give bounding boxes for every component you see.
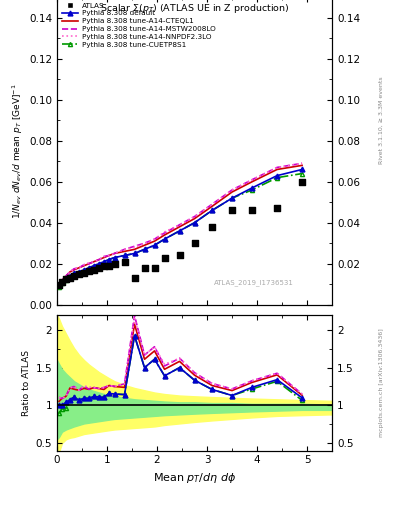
Point: [151, 264, 158, 272]
Point: [121, 258, 128, 266]
Point: [91, 266, 97, 274]
Point: [86, 267, 92, 275]
Point: [96, 264, 102, 272]
Text: mcplots.cern.ch [arXiv:1306.3436]: mcplots.cern.ch [arXiv:1306.3436]: [379, 328, 384, 437]
Point: [67, 274, 73, 282]
Legend: ATLAS, Pythia 8.308 default, Pythia 8.308 tune-A14-CTEQL1, Pythia 8.308 tune-A14: ATLAS, Pythia 8.308 default, Pythia 8.30…: [61, 1, 217, 49]
Point: [81, 269, 87, 277]
Point: [106, 262, 112, 270]
Point: [76, 270, 82, 278]
Point: [63, 275, 69, 283]
X-axis label: Mean $p_T/d\eta\ d\phi$: Mean $p_T/d\eta\ d\phi$: [153, 471, 236, 485]
Text: Rivet 3.1.10, ≥ 3.3M events: Rivet 3.1.10, ≥ 3.3M events: [379, 76, 384, 164]
Point: [101, 262, 107, 270]
Text: ATLAS_2019_I1736531: ATLAS_2019_I1736531: [214, 280, 294, 286]
Point: [111, 260, 118, 268]
Point: [56, 281, 62, 289]
Point: [71, 272, 77, 280]
Point: [191, 239, 198, 247]
Point: [229, 206, 235, 215]
Point: [59, 278, 65, 286]
Point: [141, 264, 148, 272]
Point: [162, 253, 168, 262]
Y-axis label: Ratio to ATLAS: Ratio to ATLAS: [22, 350, 31, 416]
Y-axis label: $1/N_{ev}$ $dN_{ev}/d$ mean $p_T$ [GeV]$^{-1}$: $1/N_{ev}$ $dN_{ev}/d$ mean $p_T$ [GeV]$…: [11, 83, 25, 219]
Point: [274, 204, 280, 212]
Text: Scalar $\Sigma(p_T)$ (ATLAS UE in Z production): Scalar $\Sigma(p_T)$ (ATLAS UE in Z prod…: [100, 2, 289, 15]
Point: [249, 206, 255, 215]
Point: [131, 274, 138, 282]
Point: [209, 223, 215, 231]
Point: [299, 178, 305, 186]
Point: [176, 251, 183, 260]
